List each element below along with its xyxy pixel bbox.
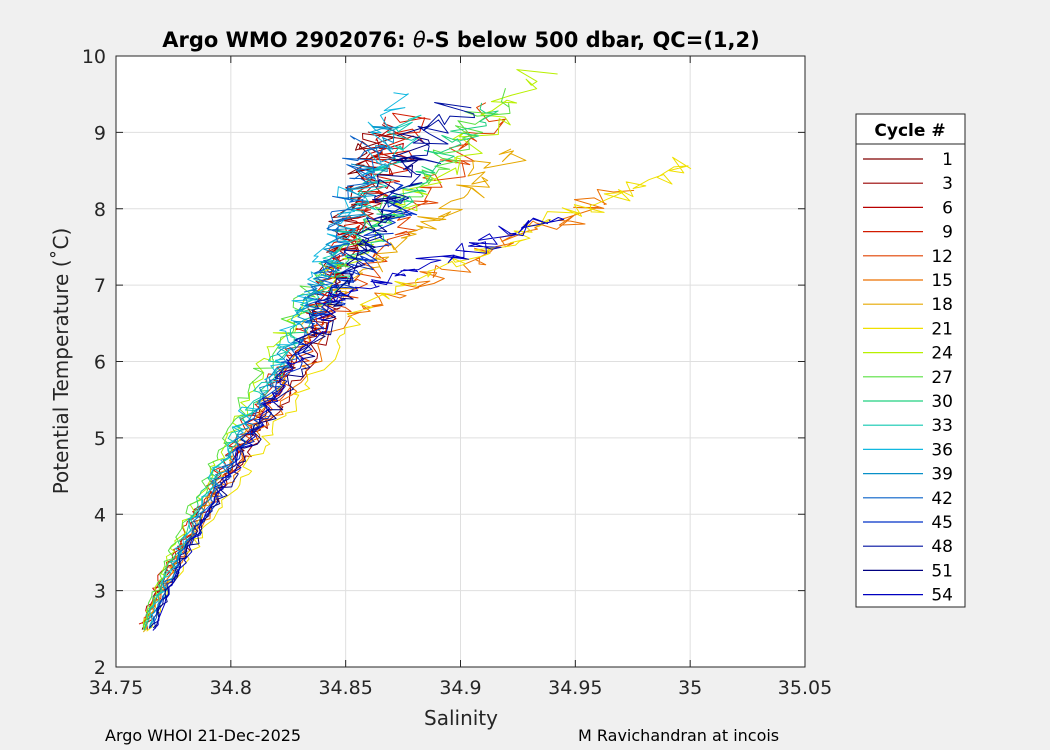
- legend-label-cycle-12: 12: [931, 247, 953, 267]
- footer-left: Argo WHOI 21-Dec-2025: [105, 726, 301, 745]
- y-tick-label: 10: [82, 46, 106, 68]
- legend-label-cycle-6: 6: [942, 198, 953, 218]
- series-line-cycle-21: [146, 156, 692, 632]
- chart-title-theta: θ: [413, 28, 426, 52]
- x-tick-label: 35: [678, 677, 702, 699]
- legend-label-cycle-33: 33: [931, 416, 953, 436]
- legend-title: Cycle #: [874, 121, 945, 141]
- series-line-cycle-15: [143, 189, 635, 631]
- legend-label-cycle-24: 24: [931, 344, 953, 364]
- series-line-cycle-9: [138, 112, 431, 625]
- legend-label-cycle-30: 30: [931, 392, 953, 412]
- chart-title-prefix: Argo WMO 2902076:: [162, 28, 413, 52]
- x-axis-label: Salinity: [424, 706, 498, 730]
- series-line-cycle-54: [152, 217, 565, 631]
- series-lines: [138, 69, 692, 633]
- y-tick-label: 7: [94, 275, 106, 297]
- y-tick-label: 3: [94, 581, 106, 603]
- x-tick-label: 34.8: [210, 677, 252, 699]
- y-tick-label: 6: [94, 352, 106, 374]
- legend-label-cycle-42: 42: [931, 489, 953, 509]
- chart-title-suffix: -S below 500 dbar, QC=(1,2): [426, 28, 760, 52]
- series-line-cycle-36: [148, 92, 409, 628]
- x-tick-label: 35.05: [778, 677, 832, 699]
- legend-label-cycle-45: 45: [931, 513, 953, 533]
- legend-label-cycle-51: 51: [931, 561, 953, 581]
- legend-label-cycle-27: 27: [931, 368, 953, 388]
- legend-label-cycle-21: 21: [931, 319, 953, 339]
- chart-title: Argo WMO 2902076: θ-S below 500 dbar, QC…: [162, 28, 759, 52]
- y-tick-label: 5: [94, 428, 106, 450]
- y-tick-label: 2: [94, 657, 106, 679]
- legend-label-cycle-48: 48: [931, 537, 953, 557]
- legend: Cycle # 13691215182124273033363942454851…: [855, 113, 966, 608]
- y-tick-label: 8: [94, 199, 106, 221]
- x-tick-label: 34.95: [548, 677, 602, 699]
- x-tick-label: 34.75: [89, 677, 143, 699]
- x-tick-label: 34.9: [439, 677, 481, 699]
- y-axis-label: Potential Temperature (˚C): [49, 228, 73, 495]
- legend-label-cycle-54: 54: [931, 586, 953, 606]
- legend-label-cycle-36: 36: [931, 440, 953, 460]
- y-tick-label: 9: [94, 122, 106, 144]
- legend-label-cycle-18: 18: [931, 295, 953, 315]
- y-tick-label: 4: [94, 504, 106, 526]
- legend-label-cycle-1: 1: [942, 150, 953, 170]
- legend-label-cycle-9: 9: [942, 223, 953, 243]
- series-line-cycle-51: [152, 125, 431, 629]
- x-tick-label: 34.85: [318, 677, 372, 699]
- legend-label-cycle-3: 3: [942, 174, 953, 194]
- axis-ticks: 34.75 34.8 34.85 34.9 34.95 35 35.05 2 3 4 5 6 7 8 9 10: [82, 46, 832, 699]
- legend-box: [855, 113, 966, 608]
- footer-right: M Ravichandran at incois: [578, 726, 779, 745]
- legend-label-cycle-39: 39: [931, 465, 953, 485]
- legend-label-cycle-15: 15: [931, 271, 953, 291]
